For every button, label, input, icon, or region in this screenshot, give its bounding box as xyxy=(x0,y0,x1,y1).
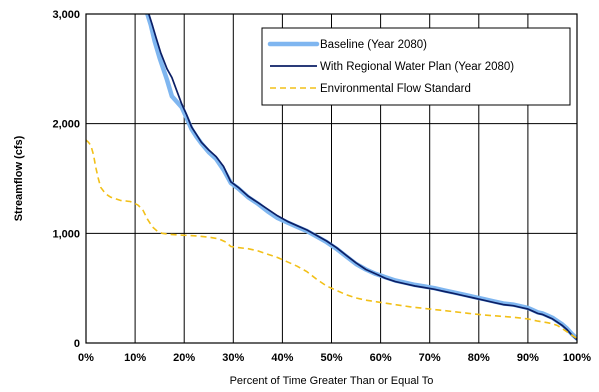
x-axis-ticks: 0% 10% 20% 30% 40% 50% 60% 70% 80% 90% 100% xyxy=(78,352,591,364)
legend-label-environmental-flow: Environmental Flow Standard xyxy=(320,83,471,95)
x-tick-label: 0% xyxy=(78,352,94,364)
x-tick-label: 90% xyxy=(517,352,539,364)
x-tick-label: 60% xyxy=(370,352,392,364)
x-axis-title: Percent of Time Greater Than or Equal To xyxy=(230,375,434,387)
x-tick-label: 80% xyxy=(468,352,490,364)
series-line-environmental-flow xyxy=(86,139,577,340)
legend-label-baseline: Baseline (Year 2080) xyxy=(320,39,427,51)
y-axis-ticks: 0 1,000 2,000 3,000 xyxy=(52,9,80,350)
y-tick-label: 1,000 xyxy=(52,228,80,240)
y-tick-label: 3,000 xyxy=(52,9,80,21)
x-tick-label: 100% xyxy=(563,352,591,364)
x-tick-label: 10% xyxy=(124,352,146,364)
legend-label-regional-plan: With Regional Water Plan (Year 2080) xyxy=(320,61,514,73)
y-axis-title: Streamflow (cfs) xyxy=(13,135,25,221)
x-tick-label: 40% xyxy=(271,352,293,364)
x-tick-label: 20% xyxy=(173,352,195,364)
y-tick-label: 2,000 xyxy=(52,119,80,131)
y-tick-label: 0 xyxy=(74,338,80,350)
series-line-baseline xyxy=(145,14,577,341)
x-tick-label: 70% xyxy=(419,352,441,364)
series-line-regional-plan xyxy=(147,14,577,341)
series-layer xyxy=(86,14,577,341)
legend: Baseline (Year 2080) With Regional Water… xyxy=(261,27,571,106)
x-tick-label: 30% xyxy=(222,352,244,364)
plot-frame xyxy=(85,13,578,344)
x-tick-label: 50% xyxy=(320,352,342,364)
